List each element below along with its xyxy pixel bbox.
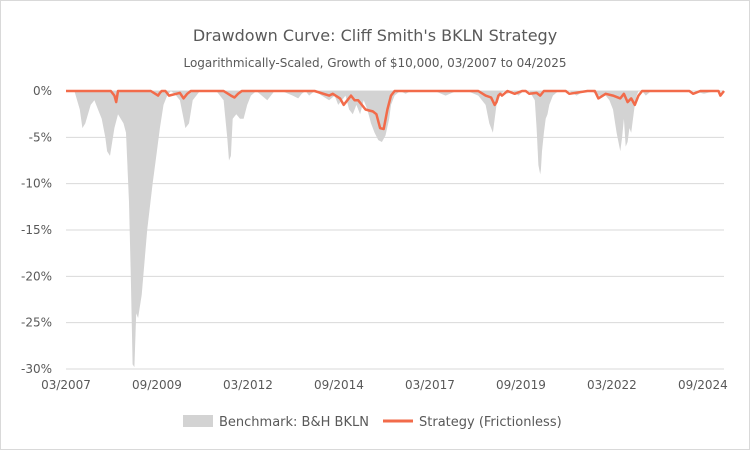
legend-benchmark-swatch — [183, 415, 213, 427]
x-tick-label: 09/2014 — [314, 378, 364, 392]
strategy-line — [66, 89, 725, 131]
chart-subtitle: Logarithmically-Scaled, Growth of $10,00… — [183, 56, 566, 70]
x-axis-ticks: 03/2007 09/2009 03/2012 09/2014 03/2017 09/20… — [41, 378, 728, 392]
y-tick-label: -5% — [29, 130, 52, 144]
x-tick-label: 09/2019 — [496, 378, 546, 392]
x-tick-label: 09/2009 — [132, 378, 182, 392]
legend-strategy-label: Strategy (Frictionless) — [419, 415, 562, 430]
x-tick-label: 03/2017 — [405, 378, 455, 392]
x-tick-label: 03/2022 — [587, 378, 637, 392]
benchmark-series — [66, 91, 724, 368]
legend: Benchmark: B&H BKLN Strategy (Frictionle… — [183, 415, 562, 430]
x-tick-label: 03/2007 — [41, 378, 91, 392]
chart-title: Drawdown Curve: Cliff Smith's BKLN Strat… — [193, 26, 557, 45]
legend-benchmark-label: Benchmark: B&H BKLN — [219, 415, 369, 430]
y-tick-label: -25% — [21, 316, 52, 330]
y-tick-label: -10% — [21, 177, 52, 191]
y-tick-label: 0% — [33, 84, 52, 98]
benchmark-area — [66, 91, 724, 368]
x-tick-label: 09/2024 — [678, 378, 728, 392]
y-tick-label: -20% — [21, 269, 52, 283]
y-axis-ticks: 0% -5% -10% -15% -20% -25% -30% — [21, 84, 52, 376]
y-tick-label: -15% — [21, 223, 52, 237]
strategy-series — [66, 89, 725, 131]
x-tick-label: 03/2012 — [223, 378, 273, 392]
y-tick-label: -30% — [21, 362, 52, 376]
